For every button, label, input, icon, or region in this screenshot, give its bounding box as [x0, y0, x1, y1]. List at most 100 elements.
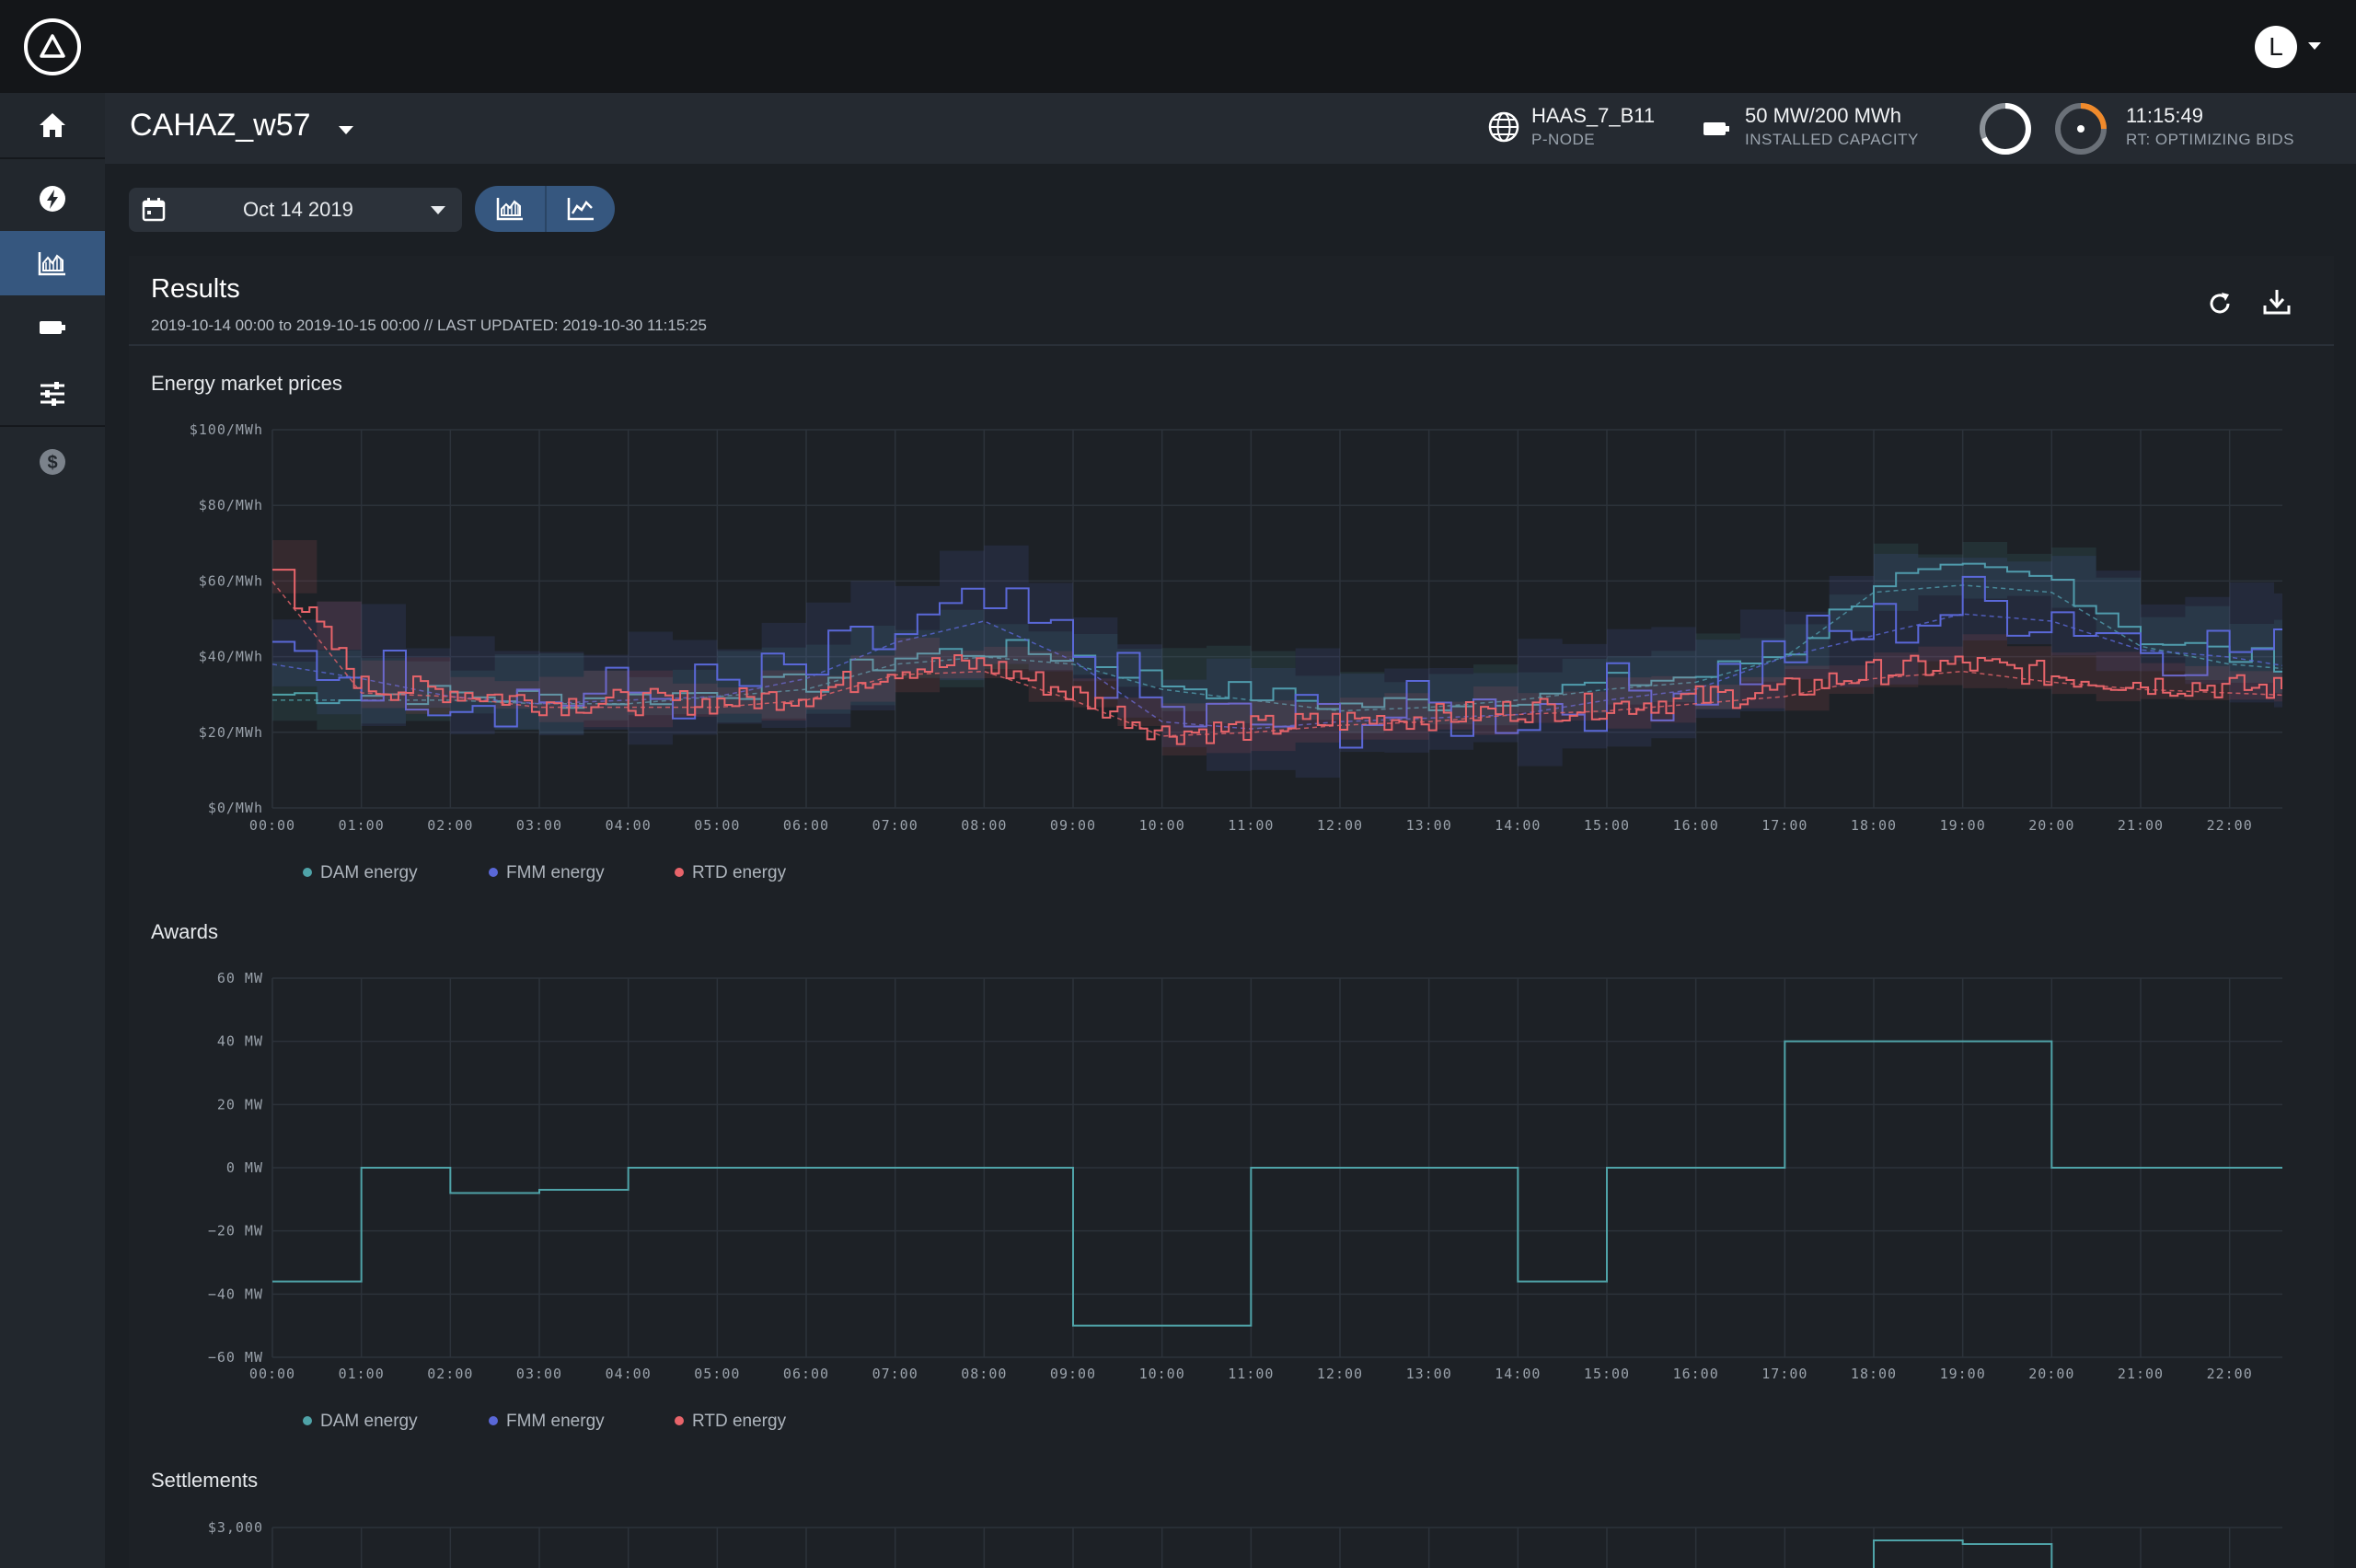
- sidebar: $: [0, 93, 105, 1568]
- legend-label: DAM energy: [320, 1412, 418, 1431]
- legend-label: RTD energy: [692, 1412, 787, 1431]
- legend-dot: [303, 1416, 312, 1425]
- x-tick-label: 00:00: [249, 817, 295, 834]
- line-chart-view-button[interactable]: [547, 186, 615, 232]
- capacity-info: 50 MW/200 MWh INSTALLED CAPACITY: [1745, 102, 1919, 150]
- x-tick-label: 00:00: [249, 1366, 295, 1382]
- sliders-icon: [40, 382, 64, 406]
- x-tick-label: 05:00: [694, 1366, 740, 1382]
- date-chevron-down-icon: [431, 206, 445, 214]
- app-logo[interactable]: [24, 18, 81, 75]
- sidebar-item-settlements[interactable]: $: [0, 430, 105, 494]
- x-tick-label: 17:00: [1761, 817, 1807, 834]
- series-forecast-line: [271, 613, 2282, 730]
- area-chart-view-button[interactable]: [475, 186, 545, 232]
- y-tick-label: $80/MWh: [199, 497, 263, 513]
- avatar-initial: L: [2269, 32, 2283, 61]
- x-tick-label: 11:00: [1228, 1366, 1274, 1382]
- bolt-icon: [40, 186, 65, 212]
- globe-icon: [1488, 111, 1519, 143]
- y-tick-label: $100/MWh: [190, 421, 263, 438]
- series-band: [272, 540, 2282, 755]
- price-chart-title: Energy market prices: [151, 372, 342, 395]
- refresh-icon[interactable]: [2205, 289, 2235, 318]
- x-tick-label: 16:00: [1673, 817, 1719, 834]
- avatar[interactable]: L: [2255, 26, 2297, 68]
- y-tick-label: $3,000: [208, 1519, 263, 1536]
- asset-selector[interactable]: CAHAZ_w57: [130, 108, 311, 143]
- x-tick-label: 15:00: [1584, 817, 1630, 834]
- y-tick-label: 20 MW: [217, 1096, 263, 1113]
- x-tick-label: 22:00: [2207, 1366, 2253, 1382]
- x-tick-label: 12:00: [1317, 817, 1363, 834]
- loading-ring-icon: [1980, 103, 2031, 155]
- x-tick-label: 02:00: [427, 817, 473, 834]
- sidebar-item-battery[interactable]: [0, 295, 105, 360]
- logo-triangle-icon: [40, 34, 65, 58]
- sidebar-item-home[interactable]: [0, 93, 105, 157]
- y-tick-label: 40 MW: [217, 1033, 263, 1050]
- series-band: [272, 545, 2282, 778]
- toggle-divider: [545, 186, 547, 232]
- capacity-value: 50 MW/200 MWh: [1745, 104, 1901, 127]
- results-title: Results: [151, 274, 240, 304]
- divider: [129, 344, 2334, 346]
- battery-icon: [1703, 122, 1729, 135]
- legend-label: RTD energy: [692, 863, 787, 882]
- y-tick-label: $40/MWh: [199, 649, 263, 665]
- x-tick-label: 12:00: [1317, 1366, 1363, 1382]
- x-tick-label: 01:00: [339, 817, 385, 834]
- x-tick-label: 19:00: [1940, 1366, 1986, 1382]
- y-tick-label: 60 MW: [217, 970, 263, 986]
- x-tick-label: 10:00: [1139, 817, 1185, 834]
- settlement-line: [1873, 1539, 2053, 1568]
- x-tick-label: 07:00: [872, 817, 918, 834]
- x-tick-label: 04:00: [606, 817, 652, 834]
- x-tick-label: 09:00: [1050, 1366, 1096, 1382]
- x-tick-label: 20:00: [2028, 817, 2074, 834]
- y-tick-label: −20 MW: [208, 1223, 263, 1239]
- y-tick-label: 0 MW: [226, 1159, 263, 1176]
- x-tick-label: 21:00: [2118, 817, 2164, 834]
- legend-label: DAM energy: [320, 863, 418, 882]
- svg-text:$: $: [47, 453, 57, 473]
- progress-ring-icon: [2055, 103, 2107, 155]
- x-tick-label: 18:00: [1851, 817, 1897, 834]
- x-tick-label: 13:00: [1406, 817, 1452, 834]
- results-range: 2019-10-14 00:00 to 2019-10-15 00:00 // …: [151, 317, 707, 334]
- asset-chevron-down-icon[interactable]: [339, 126, 353, 134]
- settlements-chart-title: Settlements: [151, 1469, 259, 1492]
- legend-label: FMM energy: [506, 1412, 605, 1431]
- top-bar: L: [0, 0, 2356, 93]
- date-picker[interactable]: Oct 14 2019: [129, 188, 462, 232]
- x-tick-label: 10:00: [1139, 1366, 1185, 1382]
- sidebar-item-results[interactable]: [0, 231, 105, 295]
- sidebar-item-settings[interactable]: [0, 362, 105, 426]
- x-tick-label: 03:00: [516, 1366, 562, 1382]
- legend-dot: [675, 868, 684, 877]
- pnode-info: HAAS_7_B11 P-NODE: [1531, 102, 1655, 150]
- user-menu-chevron-down-icon[interactable]: [2308, 42, 2321, 50]
- awards-chart: 60 MW 40 MW 20 MW 0 MW −20 MW −40 MW −60 MW00:…: [208, 970, 2282, 1431]
- x-tick-label: 19:00: [1940, 817, 1986, 834]
- sidebar-divider: [0, 425, 105, 427]
- clock-time: 11:15:49: [2126, 104, 2204, 127]
- download-icon[interactable]: [2262, 287, 2292, 317]
- asset-header: CAHAZ_w57 HAAS_7_B11 P-NODE 50 MW/200 MW…: [105, 93, 2356, 164]
- sidebar-item-dispatch[interactable]: [0, 167, 105, 231]
- calendar-icon: [142, 198, 166, 222]
- y-tick-label: −60 MW: [208, 1349, 263, 1366]
- status-info: 11:15:49 RT: OPTIMIZING BIDS: [2126, 102, 2294, 150]
- x-tick-label: 08:00: [961, 1366, 1007, 1382]
- legend-dot: [303, 868, 312, 877]
- energy-price-chart: $100/MWh $80/MWh $60/MWh $40/MWh $20/MWh $0/M…: [190, 421, 2282, 882]
- battery-icon: [40, 321, 65, 334]
- y-tick-label: $60/MWh: [199, 572, 263, 589]
- series-line: [272, 569, 2282, 745]
- results-panel: Results 2019-10-14 00:00 to 2019-10-15 0…: [129, 256, 2334, 1568]
- x-tick-label: 03:00: [516, 817, 562, 834]
- settlements-chart: $3,000: [208, 1519, 2282, 1568]
- legend-dot: [489, 1416, 498, 1425]
- y-tick-label: $0/MWh: [208, 800, 263, 816]
- x-tick-label: 07:00: [872, 1366, 918, 1382]
